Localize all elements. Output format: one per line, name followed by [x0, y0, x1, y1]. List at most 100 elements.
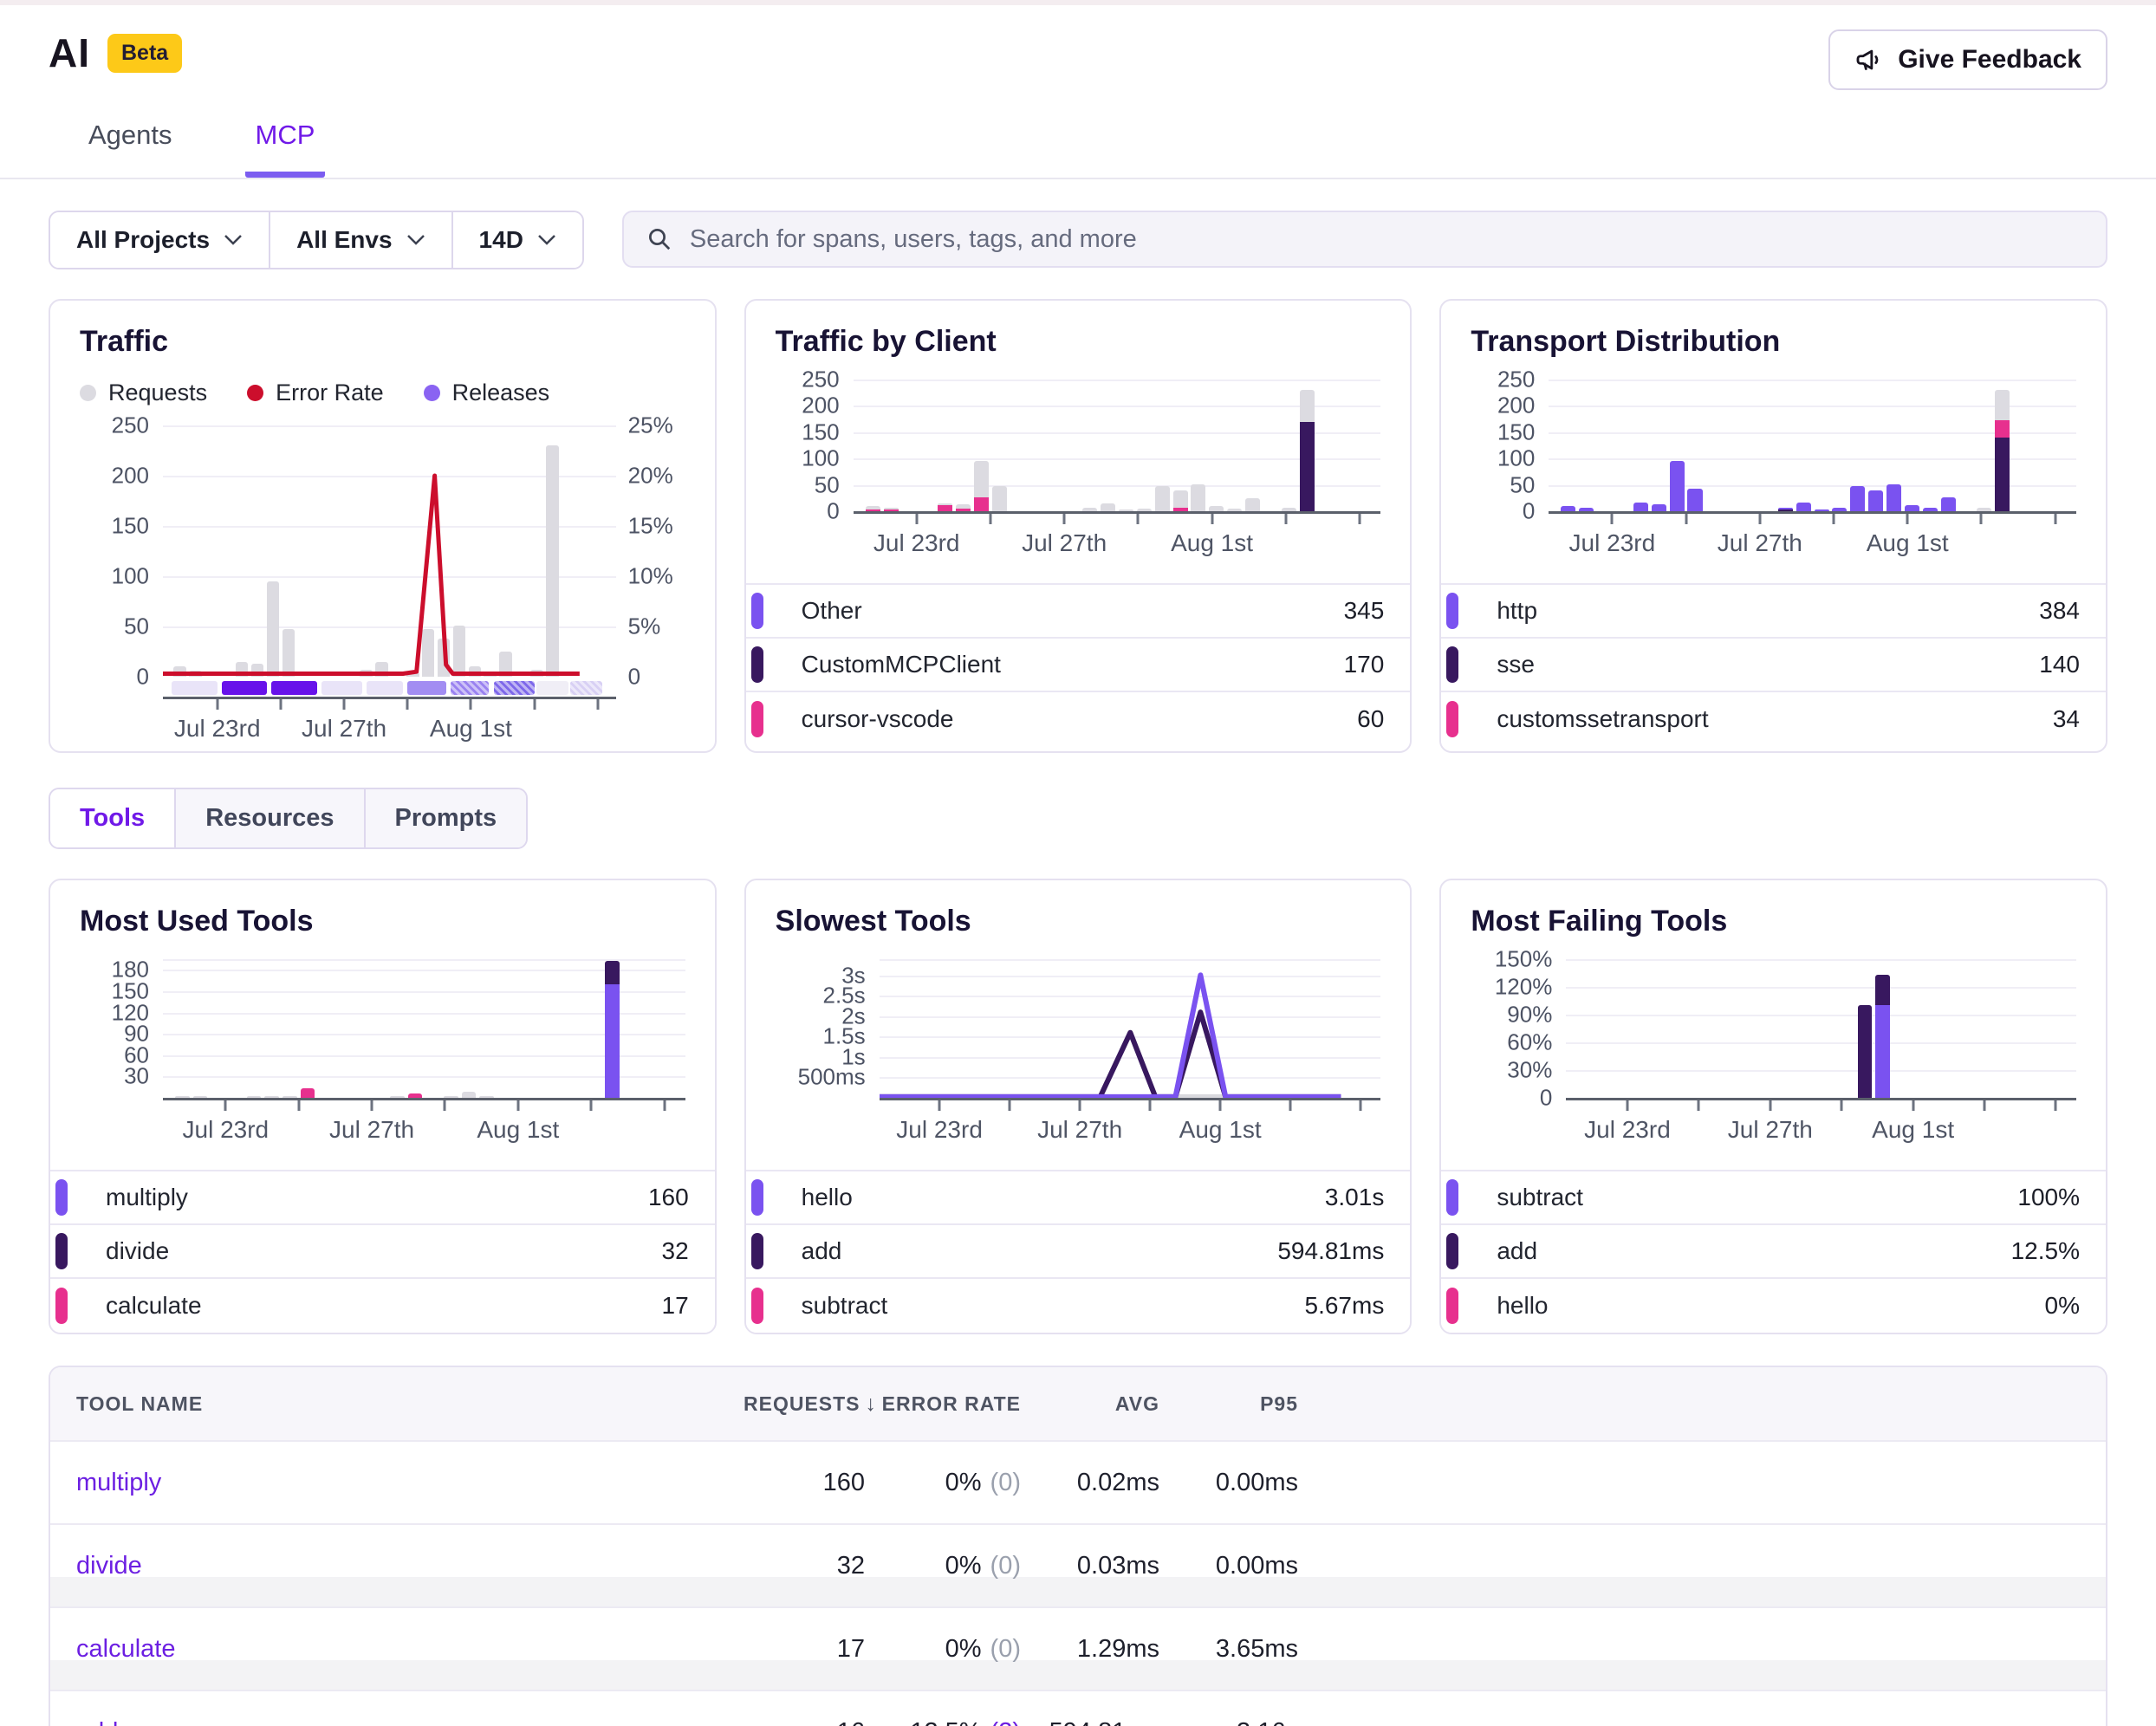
- legend-row[interactable]: add 12.5%: [1441, 1225, 2106, 1279]
- bar-segment: [1886, 484, 1902, 511]
- release-marker[interactable]: [493, 681, 535, 695]
- project-filter[interactable]: All Projects: [50, 212, 270, 268]
- legend-row[interactable]: add 594.81ms: [745, 1225, 1411, 1279]
- error-count: (0): [990, 1551, 1021, 1580]
- column-header-requests[interactable]: REQUESTS ↓: [744, 1391, 878, 1416]
- plot-column: Jul 23rd Jul 27th Aug 1st: [163, 959, 685, 1152]
- series-value: 384: [2039, 597, 2080, 624]
- x-tick: [443, 1100, 446, 1111]
- series-label: subtract: [1497, 1184, 1583, 1210]
- tool-name-link[interactable]: calculate: [76, 1634, 176, 1663]
- megaphone-icon: [1856, 49, 1879, 70]
- line-series-layer: [880, 959, 1381, 1098]
- column-header-error-rate[interactable]: ERROR RATE: [881, 1392, 1021, 1415]
- give-feedback-label: Give Feedback: [1898, 45, 2081, 74]
- release-marker[interactable]: [570, 681, 602, 695]
- legend-row[interactable]: calculate 17: [50, 1279, 715, 1333]
- table-row[interactable]: calculate 17 0% (0) 1.29ms 3.65ms: [50, 1606, 2106, 1690]
- tool-name-link[interactable]: multiply: [76, 1468, 162, 1496]
- release-marker[interactable]: [536, 681, 568, 695]
- grid-line: [163, 970, 685, 972]
- column-header-tool-name[interactable]: TOOL NAME: [76, 1392, 204, 1415]
- series-value: 60: [1357, 705, 1385, 732]
- table-row[interactable]: multiply 160 0% (0) 0.02ms 0.00ms: [50, 1440, 2106, 1523]
- sort-desc-icon: ↓: [865, 1391, 878, 1416]
- error-rate-value: 0% (0): [865, 1469, 1021, 1497]
- column-header-avg[interactable]: AVG: [1114, 1392, 1159, 1415]
- p95-value: 0.00ms: [1215, 1551, 1298, 1580]
- chart-area: 3s 2.5s 2s 1.5s 1s 500ms Jul 23rd Jul 27th Aug 1…: [746, 959, 1411, 1152]
- top-edge-strip: [0, 0, 2156, 5]
- bar-segment: [421, 629, 435, 677]
- y-axis: 250 200 150 100 50 0: [1471, 367, 1549, 524]
- legend-row[interactable]: cursor-vscode 60: [745, 692, 1411, 746]
- release-marker[interactable]: [450, 681, 490, 695]
- release-marker[interactable]: [407, 681, 446, 695]
- slowest-tools-card: Slowest Tools 3s 2.5s 2s 1.5s 1s 500ms Jul 23r…: [744, 879, 1412, 1334]
- line-series-add: [880, 1012, 1341, 1097]
- series-label: divide: [106, 1237, 170, 1264]
- series-label: calculate: [106, 1292, 202, 1319]
- release-marker[interactable]: [172, 681, 218, 695]
- tab-prompts[interactable]: Prompts: [363, 789, 527, 847]
- x-tick: [1983, 1100, 1986, 1111]
- tab-resources[interactable]: Resources: [174, 789, 364, 847]
- tab-mcp[interactable]: MCP: [244, 120, 326, 178]
- x-tick: [224, 1100, 227, 1111]
- table-row[interactable]: add16 12.5% (2)594.81ms3.16s: [50, 1690, 2106, 1726]
- table-body: multiply 160 0% (0) 0.02ms 0.00ms divide 32 0% (0…: [50, 1440, 2106, 1726]
- bar-segment: [1299, 390, 1315, 422]
- legend-row[interactable]: hello 0%: [1441, 1279, 2106, 1333]
- legend-row[interactable]: Other 345: [745, 585, 1411, 639]
- bar-segment: [1995, 437, 2010, 511]
- requests-value: 32: [836, 1551, 865, 1580]
- date-range-filter[interactable]: 14D: [451, 212, 582, 268]
- release-marker[interactable]: [221, 681, 268, 695]
- legend-row[interactable]: http 384: [1441, 585, 2106, 639]
- series-color-pill: [55, 1233, 68, 1269]
- release-marker[interactable]: [321, 681, 362, 695]
- column-header-p95[interactable]: P95: [1260, 1392, 1298, 1415]
- plot-column: Jul 23rd Jul 27th Aug 1st: [1549, 380, 2076, 566]
- tab-tools[interactable]: Tools: [50, 789, 175, 847]
- x-axis-labels: Jul 23rd Jul 27th Aug 1st: [1566, 1116, 2076, 1152]
- give-feedback-button[interactable]: Give Feedback: [1828, 29, 2107, 90]
- legend-row[interactable]: divide 32: [50, 1225, 715, 1279]
- legend-row[interactable]: subtract 5.67ms: [745, 1279, 1411, 1333]
- x-tick: [533, 699, 536, 710]
- legend-row[interactable]: subtract 100%: [1441, 1171, 2106, 1225]
- grid-line: [1549, 484, 2076, 487]
- most-failing-tools-card: Most Failing Tools 150% 120% 90% 60% 30% 0 Jul…: [1439, 879, 2107, 1334]
- table-row[interactable]: divide 32 0% (0) 0.03ms 0.00ms: [50, 1523, 2106, 1606]
- release-marker[interactable]: [271, 681, 317, 695]
- x-tick: [1148, 1100, 1152, 1111]
- legend-label: Releases: [451, 380, 550, 406]
- bar-segment: [1191, 484, 1206, 511]
- search-input[interactable]: [689, 224, 2083, 254]
- bar-segment: [1922, 508, 1938, 511]
- error-count[interactable]: (2): [990, 1718, 1021, 1726]
- bar-segment: [1172, 508, 1188, 511]
- legend-row[interactable]: customssetransport 34: [1441, 692, 2106, 746]
- environment-filter[interactable]: All Envs: [269, 212, 451, 268]
- legend-row[interactable]: CustomMCPClient 170: [745, 639, 1411, 692]
- tool-name-link[interactable]: divide: [76, 1551, 142, 1580]
- grid-line: [1549, 432, 2076, 434]
- tab-agents[interactable]: Agents: [88, 120, 172, 150]
- legend-row[interactable]: multiply 160: [50, 1171, 715, 1225]
- legend-row[interactable]: hello 3.01s: [745, 1171, 1411, 1225]
- bar-segment: [1669, 461, 1685, 511]
- legend-color-dot: [247, 385, 264, 401]
- page-filters: All Projects All Envs 14D: [49, 211, 584, 269]
- plot: [163, 959, 685, 1098]
- release-marker[interactable]: [367, 681, 403, 695]
- bar-segment: [546, 445, 559, 677]
- x-axis-label: Aug 1st: [1171, 529, 1254, 556]
- x-tick: [1758, 514, 1762, 524]
- y-axis-label: 3s: [841, 962, 866, 989]
- tool-name-link[interactable]: add: [50, 1718, 744, 1726]
- legend-row[interactable]: sse 140: [1441, 639, 2106, 692]
- traffic-cards-row: Traffic Requests Error Rate Releases 250 200…: [49, 299, 2107, 753]
- table-header-row: TOOL NAME REQUESTS ↓ ERROR RATE AVG P95: [50, 1367, 2106, 1440]
- series-value: 17: [661, 1292, 689, 1319]
